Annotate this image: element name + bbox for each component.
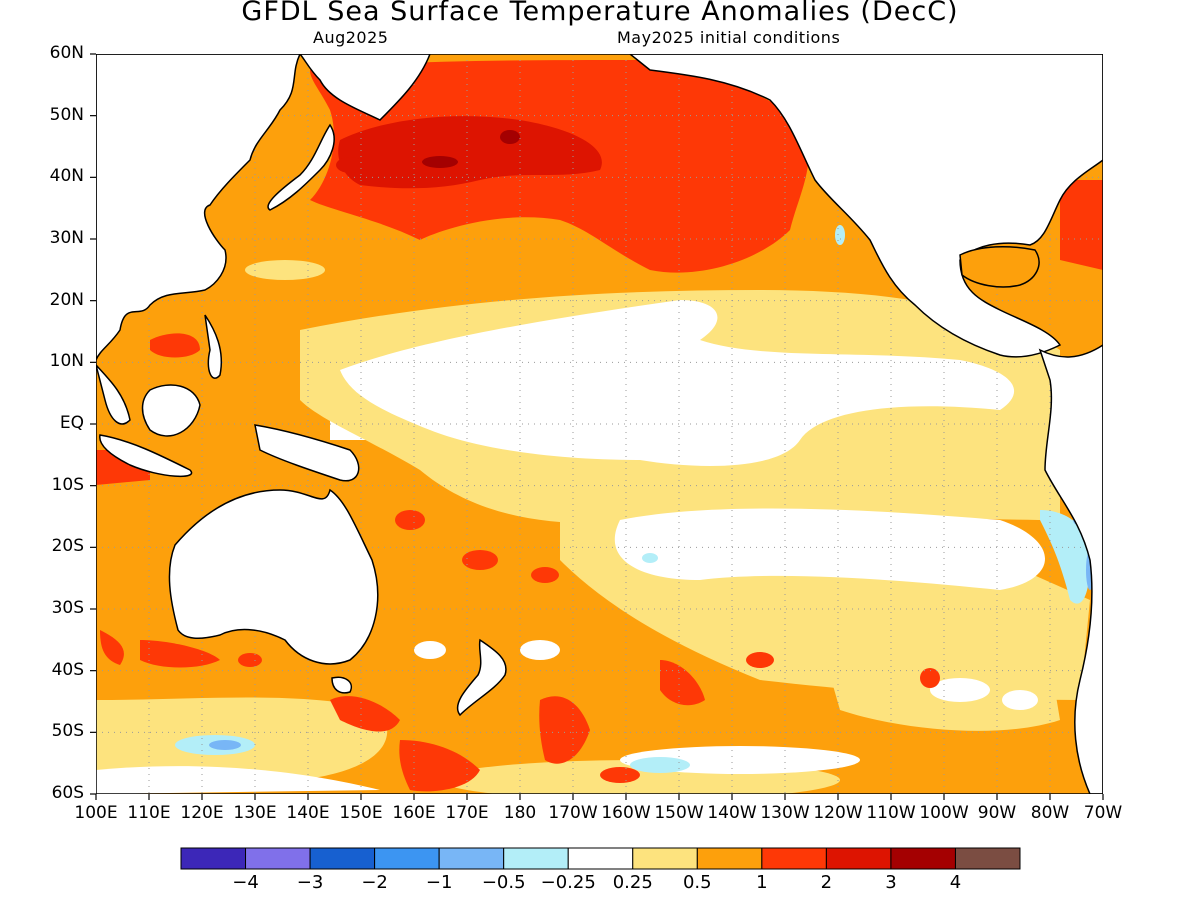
lon-label: 140E [286, 803, 330, 823]
axis-ticks [90, 53, 1104, 800]
lon-label: 130W [760, 803, 810, 823]
colorbar-swatch [438, 847, 505, 870]
colorbar-swatch [503, 847, 569, 870]
anomaly-fill-deep-red [422, 130, 520, 168]
lon-label: 150E [339, 803, 383, 823]
colorbar-swatch [632, 847, 698, 870]
lon-label: 110W [866, 803, 916, 823]
lon-label: 150W [654, 803, 704, 823]
lon-label: 170E [445, 803, 489, 823]
colorbar-label: −3 [296, 872, 324, 893]
lon-label: 110E [127, 803, 171, 823]
colorbar-label: −1 [425, 872, 453, 893]
colorbar-label: 1 [756, 872, 768, 893]
lat-label: 10S [51, 474, 84, 495]
colorbar-label: 2 [820, 872, 833, 893]
lon-label: 120E [180, 803, 224, 823]
init-conditions-label: May2025 initial conditions [617, 28, 841, 47]
colorbar-label: −4 [232, 872, 259, 893]
colorbar-label: −0.25 [540, 872, 596, 893]
lat-label: 30S [51, 598, 84, 618]
lon-label: 120W [813, 803, 863, 823]
lon-label: 80W [1030, 803, 1070, 823]
anomaly-fill-neutral [96, 300, 1045, 794]
map-plot-area [96, 54, 1103, 794]
lon-label: 180 [503, 803, 537, 823]
colorbar-label: 4 [949, 872, 962, 893]
colorbar-label: 0.25 [612, 872, 653, 893]
lat-label: 40N [49, 166, 84, 187]
valid-month-label: Aug2025 [313, 28, 389, 47]
lat-label: 30N [49, 228, 84, 248]
lon-label: 140W [707, 803, 757, 823]
colorbar-swatch [890, 847, 956, 870]
colorbar-label: 0.5 [682, 872, 712, 893]
colorbar-swatch [309, 847, 376, 870]
anomaly-fill-light-blue [175, 225, 1090, 773]
anomaly-fill-dark-red [336, 116, 602, 189]
map-title: GFDL Sea Surface Temperature Anomalies (… [241, 0, 959, 27]
lon-label: 130E [233, 803, 277, 823]
lon-label: 160E [392, 803, 436, 823]
colorbar-label: −2 [361, 872, 388, 893]
lat-label: 50N [49, 104, 84, 125]
colorbar-swatch [696, 847, 763, 870]
lon-label: 100E [74, 803, 118, 823]
lon-label: 160W [601, 803, 651, 823]
colorbar-swatch [245, 847, 311, 870]
lat-label: EQ [59, 413, 84, 433]
lat-label: 20S [51, 536, 84, 557]
coastlines [96, 54, 1103, 794]
lon-label: 170W [548, 803, 598, 823]
lon-label: 100W [919, 803, 969, 823]
lat-label: 10N [49, 351, 84, 372]
colorbar-label: 3 [885, 872, 897, 893]
colorbar-swatch [761, 847, 827, 870]
lat-label: 40S [51, 659, 84, 680]
colorbar-swatch [180, 847, 247, 870]
lat-label: 20N [49, 289, 84, 310]
colorbar [180, 847, 1021, 870]
lon-label: 70W [1083, 803, 1123, 823]
lat-label: 50S [51, 721, 84, 742]
colorbar-swatch [374, 847, 440, 870]
lat-label: 60S [51, 783, 84, 803]
colorbar-swatch [825, 847, 892, 870]
lon-label: 90W [977, 803, 1017, 823]
colorbar-swatch [954, 847, 1021, 870]
lat-label: 60N [49, 43, 84, 63]
colorbar-swatch [567, 847, 634, 870]
colorbar-label: −0.5 [481, 872, 526, 893]
